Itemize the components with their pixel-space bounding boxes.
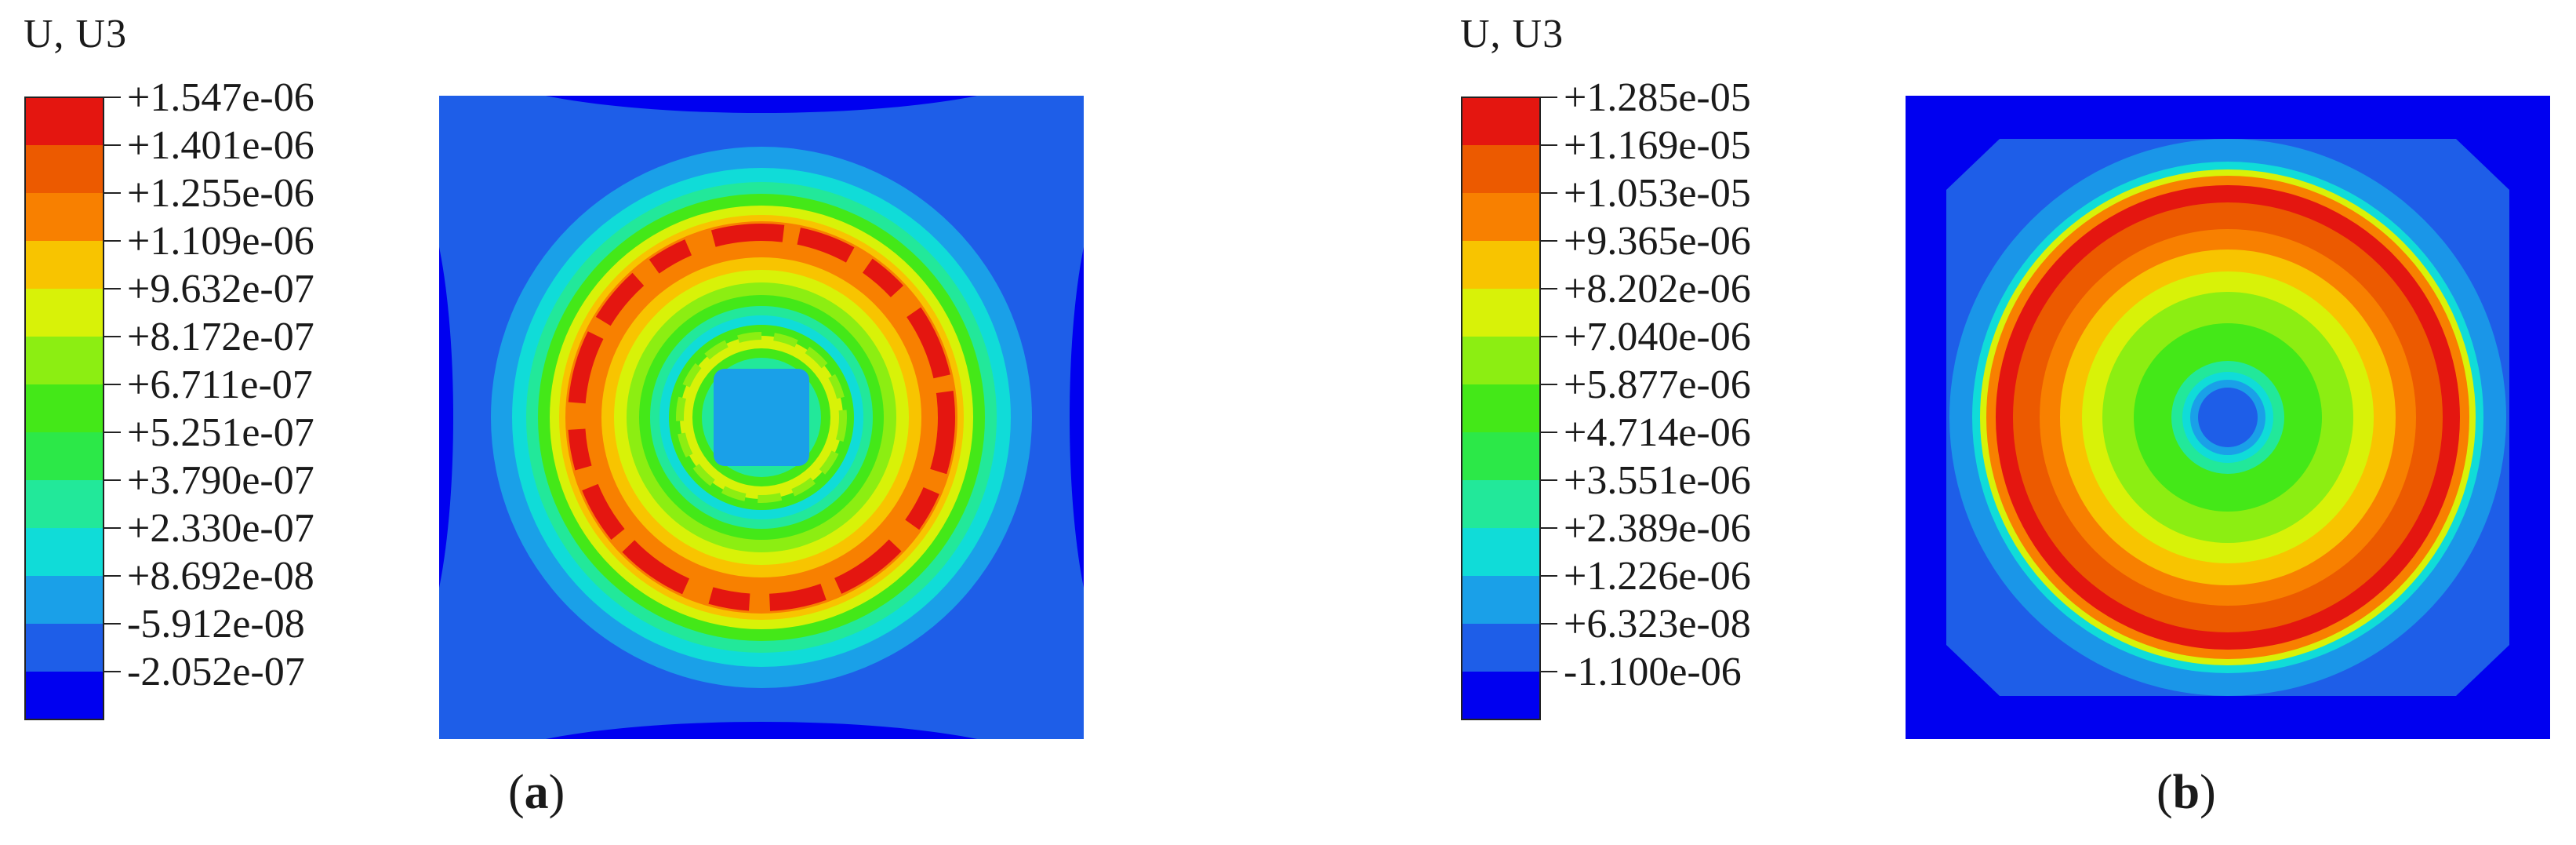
- legend-tick-label: +2.330e-07: [127, 506, 314, 551]
- legend-swatch: [25, 576, 104, 624]
- legend-swatch: [25, 480, 104, 528]
- contour-plot-b: [1906, 96, 2550, 739]
- legend-swatch: [1462, 576, 1540, 624]
- legend-tick-label: +5.251e-07: [127, 410, 314, 455]
- legend-swatch: [1462, 480, 1540, 528]
- legend-swatch: [1462, 624, 1540, 672]
- caption-open: (: [508, 766, 525, 819]
- legend-tick-label: -1.100e-06: [1564, 650, 1742, 694]
- panel-b: U, U3 +1.285e-05 +1.169e-05 +1.053e-05 +9.3…: [1288, 0, 2575, 845]
- legend-swatch: [25, 97, 104, 145]
- legend-tick-label: +1.401e-06: [127, 123, 314, 168]
- caption-a: (a): [508, 765, 565, 821]
- legend-tick-label: +5.877e-06: [1564, 362, 1751, 407]
- legend-swatch: [25, 241, 104, 289]
- legend-tick-label: -2.052e-07: [127, 650, 305, 694]
- legend-swatch: [25, 384, 104, 432]
- legend-title: U, U3: [1460, 12, 1564, 56]
- legend-tick-label: +8.172e-07: [127, 315, 314, 359]
- legend-bands: +1.285e-05+1.169e-05+1.053e-05+9.365e-06…: [1461, 75, 1751, 720]
- legend-tick-label: +6.323e-08: [1564, 602, 1751, 646]
- color-legend: +1.547e-06+1.401e-06+1.255e-06+1.109e-06…: [24, 75, 314, 720]
- edge-band-bottom: [546, 722, 977, 739]
- caption-open: (: [2156, 766, 2173, 819]
- legend-swatch: [1462, 432, 1540, 480]
- legend-swatch: [1462, 528, 1540, 576]
- caption-close: ): [2200, 766, 2216, 819]
- legend-tick-label: +3.551e-06: [1564, 458, 1751, 503]
- legend-swatch: [1462, 289, 1540, 337]
- legend-title: U, U3: [24, 12, 128, 56]
- legend-swatch: [1462, 241, 1540, 289]
- caption-letter: b: [2172, 766, 2200, 819]
- legend-swatch: [25, 193, 104, 241]
- legend-tick-label: +1.053e-05: [1564, 171, 1751, 216]
- edge-band-top: [546, 96, 977, 113]
- legend-tick-label: +1.169e-05: [1564, 123, 1751, 168]
- legend-swatch: [25, 145, 104, 193]
- legend-swatch: [1462, 672, 1540, 719]
- legend-swatch: [25, 624, 104, 672]
- legend-swatch: [1462, 145, 1540, 193]
- legend-tick-label: +9.365e-06: [1564, 219, 1751, 264]
- edge-band-left: [439, 246, 453, 588]
- contour-plot-a: [439, 96, 1084, 739]
- legend-swatch: [25, 432, 104, 480]
- legend-tick-label: +1.285e-05: [1564, 75, 1751, 120]
- legend-swatch: [25, 337, 104, 384]
- legend-swatch: [1462, 97, 1540, 145]
- legend-tick-label: +1.255e-06: [127, 171, 314, 216]
- legend-tick-label: +1.547e-06: [127, 75, 314, 120]
- legend-tick-label: +8.202e-06: [1564, 267, 1751, 311]
- core-square: [714, 369, 809, 466]
- legend-tick-label: +9.632e-07: [127, 267, 314, 311]
- panel-a: U, U3 +1.547e-06 +1.401e-06 +1.255e-06 +1.1…: [24, 12, 1084, 821]
- legend-swatch: [1462, 384, 1540, 432]
- legend-tick-label: +1.109e-06: [127, 219, 314, 264]
- legend-tick-label: +4.714e-06: [1564, 410, 1751, 455]
- legend-tick-label: +7.040e-06: [1564, 315, 1751, 359]
- legend-swatch: [1462, 337, 1540, 384]
- caption-close: ): [548, 766, 565, 819]
- legend-tick-label: +1.226e-06: [1564, 554, 1751, 599]
- legend-swatch: [25, 672, 104, 719]
- caption-b: (b): [2156, 765, 2216, 821]
- legend-tick-label: +6.711e-07: [127, 362, 313, 407]
- legend-frame: [24, 97, 104, 720]
- legend-swatch: [1462, 193, 1540, 241]
- legend-bands: +1.547e-06+1.401e-06+1.255e-06+1.109e-06…: [24, 75, 314, 720]
- legend-tick-label: +2.389e-06: [1564, 506, 1751, 551]
- edge-band-right: [1070, 246, 1084, 588]
- legend-swatch: [25, 528, 104, 576]
- color-legend: +1.285e-05+1.169e-05+1.053e-05+9.365e-06…: [1461, 75, 1751, 720]
- ring-peak-red: [568, 224, 955, 611]
- core-hole: [2198, 388, 2258, 447]
- legend-swatch: [25, 289, 104, 337]
- legend-tick-label: +3.790e-07: [127, 458, 314, 503]
- legend-tick-label: -5.912e-08: [127, 602, 305, 646]
- legend-frame: [1461, 97, 1541, 720]
- legend-tick-label: +8.692e-08: [127, 554, 314, 599]
- caption-letter: a: [524, 766, 549, 819]
